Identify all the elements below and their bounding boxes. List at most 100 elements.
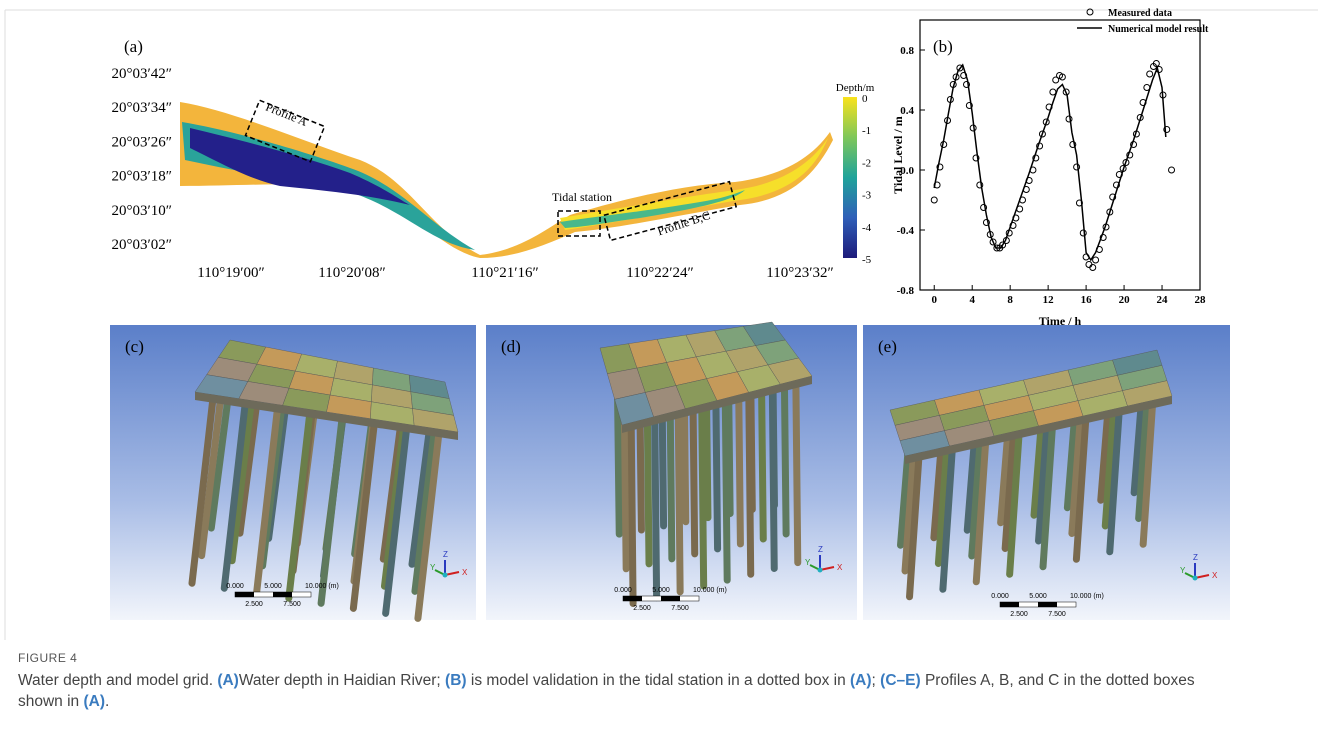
- caption-segment: (A): [850, 672, 872, 689]
- annotation: Profile A: [264, 100, 310, 129]
- scale-label: 2.500: [245, 601, 263, 608]
- colorbar-title: Depth/m: [836, 82, 875, 94]
- scale-bar: [235, 592, 254, 597]
- caption-segment: Water depth and model grid.: [18, 672, 217, 689]
- model-panel: (e) 0.000 5.000 10.000 (m) 2.500 7.500 YZ X: [863, 325, 1230, 620]
- panel-label: (a): [124, 37, 143, 56]
- x-tick-label: 4: [969, 294, 975, 306]
- panel-label: (c): [125, 337, 144, 356]
- triad-origin: [818, 568, 823, 573]
- pile: [702, 397, 704, 586]
- data-point: [1147, 71, 1153, 77]
- scale-label: 7.500: [671, 605, 689, 612]
- pile: [678, 403, 680, 592]
- colorbar-tick: -2: [862, 157, 871, 169]
- colorbar-tick: -5: [862, 254, 872, 266]
- x-tick-label: 16: [1081, 294, 1093, 306]
- data-point: [1169, 167, 1175, 173]
- data-point: [931, 197, 937, 203]
- triad-label: X: [462, 568, 468, 577]
- scale-bar: [623, 596, 642, 601]
- caption-segment: (A): [217, 672, 239, 689]
- scale-label: 2.500: [633, 605, 651, 612]
- x-tick-label: 24: [1157, 294, 1169, 306]
- map-panel: [180, 97, 857, 258]
- caption-segment: (A): [83, 693, 105, 710]
- x-tick-label: 28: [1195, 294, 1207, 306]
- lon-label: 110°20′08″: [318, 265, 385, 281]
- panel-label: (b): [933, 37, 953, 56]
- caption: Water depth and model grid. (A)Water dep…: [18, 670, 1233, 712]
- scale-label: 2.500: [1010, 611, 1028, 618]
- lon-label: 110°23′32″: [766, 265, 833, 281]
- x-tick-label: 0: [931, 294, 937, 306]
- lat-label: 20°03′42″: [111, 66, 172, 82]
- lat-label: 20°03′10″: [111, 203, 172, 219]
- colorbar-tick: -4: [862, 222, 872, 234]
- x-tick-label: 20: [1119, 294, 1131, 306]
- scale-label: 0.000: [226, 583, 244, 590]
- colorbar-tick: -1: [862, 125, 871, 137]
- pile: [796, 374, 798, 563]
- scale-bar: [1038, 602, 1057, 607]
- colorbar-tick: -3: [862, 190, 872, 202]
- scale-label: 10.000 (m): [693, 587, 727, 594]
- triad-label: Z: [443, 550, 448, 559]
- scale-label: 0.000: [614, 587, 632, 594]
- pile: [725, 391, 727, 580]
- lat-label: 20°03′18″: [111, 169, 172, 185]
- triad-origin: [443, 573, 448, 578]
- pile: [655, 409, 657, 598]
- scale-label: 0.000: [991, 593, 1009, 600]
- lat-label: 20°03′02″: [111, 237, 172, 253]
- lon-label: 110°21′16″: [471, 265, 538, 281]
- triad-origin: [1193, 576, 1198, 581]
- panel-label: (e): [878, 337, 897, 356]
- triad-label: Z: [1193, 553, 1198, 562]
- y-tick-label: 0.4: [900, 105, 914, 117]
- scale-bar: [661, 596, 680, 601]
- data-point: [1050, 89, 1056, 95]
- y-tick-label: -0.4: [897, 225, 915, 237]
- triad-label: Y: [1180, 566, 1186, 575]
- scale-label: 7.500: [283, 601, 301, 608]
- annotation: Tidal station: [552, 190, 612, 204]
- triad-label: X: [1212, 571, 1218, 580]
- data-point: [1080, 230, 1086, 236]
- model-line: [934, 65, 1166, 260]
- panel-label: (d): [501, 337, 521, 356]
- lon-label: 110°19′00″: [197, 265, 264, 281]
- scale-label: 10.000 (m): [1070, 593, 1104, 600]
- legend-label: Numerical model result: [1108, 24, 1209, 35]
- colorbar: [843, 97, 857, 258]
- lat-label: 20°03′34″: [111, 100, 172, 116]
- scale-label: 5.000: [1029, 593, 1047, 600]
- caption-segment: is model validation in the tidal station…: [467, 672, 850, 689]
- lat-label: 20°03′26″: [111, 134, 172, 150]
- scale-label: 5.000: [264, 583, 282, 590]
- figure-label: FIGURE 4: [18, 651, 77, 665]
- caption-segment: ;: [872, 672, 881, 689]
- x-tick-label: 12: [1043, 294, 1055, 306]
- pile: [772, 379, 774, 568]
- caption-segment: (B): [445, 672, 467, 689]
- scale-label: 7.500: [1048, 611, 1066, 618]
- figure: (a) 20°03′42″ 20°03′34″ 20°03′26″ 20°03′18″ 2…: [0, 0, 1318, 640]
- page: (a) 20°03′42″ 20°03′34″ 20°03′26″ 20°03′18″ 2…: [0, 0, 1318, 731]
- caption-segment: (C–E): [880, 672, 920, 689]
- triad-label: Y: [430, 563, 436, 572]
- scale-label: 10.000 (m): [305, 583, 339, 590]
- scale-label: 5.000: [652, 587, 670, 594]
- lon-label: 110°22′24″: [626, 265, 693, 281]
- triad-label: Z: [818, 545, 823, 554]
- pile: [631, 414, 633, 603]
- triad-label: Y: [805, 558, 811, 567]
- colorbar-tick: 0: [862, 93, 868, 105]
- data-point: [1093, 257, 1099, 263]
- x-tick-label: 8: [1007, 294, 1013, 306]
- y-tick-label: -0.8: [897, 285, 915, 297]
- caption-segment: .: [105, 693, 109, 710]
- caption-segment: Water depth in Haidian River;: [239, 672, 445, 689]
